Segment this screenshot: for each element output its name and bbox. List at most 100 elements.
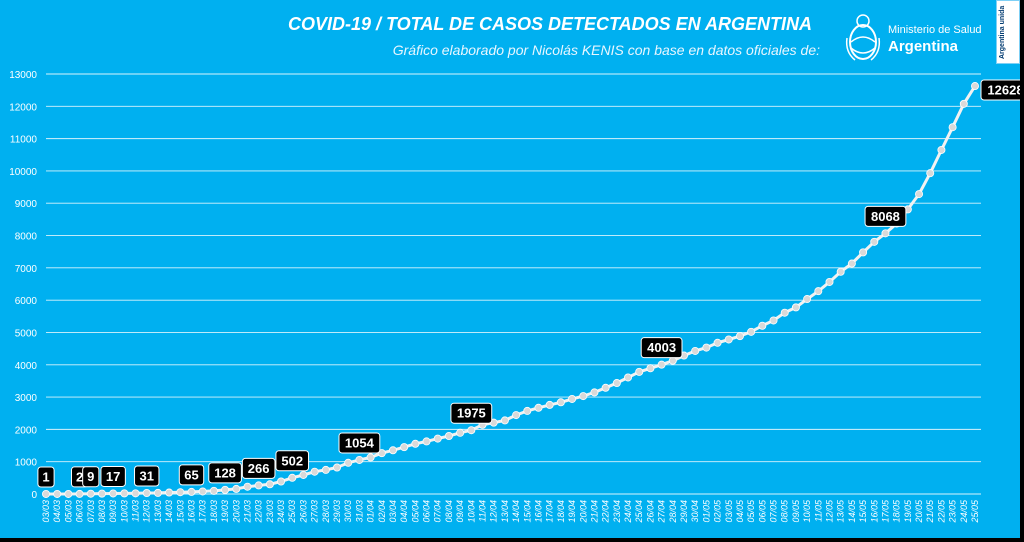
x-tick-label: 23/04 — [612, 500, 622, 524]
data-point — [277, 477, 286, 486]
data-point — [847, 259, 856, 268]
data-point — [86, 489, 95, 498]
y-tick-label: 1000 — [15, 458, 38, 469]
data-point — [758, 321, 767, 330]
x-tick-label: 04/04 — [399, 500, 409, 523]
data-point — [500, 416, 509, 425]
data-point — [791, 303, 800, 312]
data-point — [948, 123, 957, 132]
x-tick-label: 11/03 — [131, 500, 141, 522]
data-label-box — [241, 457, 276, 479]
data-point — [926, 169, 935, 178]
x-tick-label: 08/05 — [780, 499, 790, 523]
x-tick-label: 03/04 — [388, 500, 398, 523]
x-tick-label: 30/04 — [690, 500, 700, 523]
x-tick-label: 24/04 — [623, 500, 633, 524]
data-point — [187, 487, 196, 496]
y-tick-label: 6000 — [15, 296, 38, 307]
x-tick-label: 25/03 — [287, 500, 297, 524]
data-point — [590, 388, 599, 397]
data-label: 12628 — [987, 83, 1020, 98]
data-point — [747, 327, 756, 336]
data-point — [556, 398, 565, 407]
y-tick-label: 13000 — [9, 70, 37, 81]
x-tick-label: 16/04 — [533, 500, 543, 523]
data-point — [344, 458, 353, 467]
x-tick-label: 20/03 — [231, 500, 241, 524]
x-tick-label: 19/03 — [220, 500, 230, 523]
y-tick-label: 5000 — [15, 328, 38, 339]
x-tick-label: 28/04 — [668, 500, 678, 524]
x-tick-label: 25/04 — [634, 500, 644, 524]
data-label-box — [134, 465, 160, 487]
x-tick-label: 14/03 — [164, 500, 174, 523]
data-point — [411, 439, 420, 448]
data-point — [523, 406, 532, 415]
x-tick-label: 28/03 — [321, 500, 331, 524]
data-point — [131, 489, 140, 498]
data-point — [433, 434, 442, 443]
x-tick-label: 11/04 — [478, 500, 488, 522]
data-label: 1054 — [345, 435, 375, 450]
data-point — [769, 316, 778, 325]
data-label-box — [980, 79, 1020, 101]
x-tick-label: 21/03 — [242, 500, 252, 524]
x-tick-label: 14/05 — [847, 499, 857, 523]
x-tick-label: 21/05 — [925, 499, 935, 524]
x-tick-label: 08/03 — [97, 500, 107, 523]
x-tick-label: 13/05 — [836, 499, 846, 523]
x-tick-label: 08/04 — [444, 500, 454, 523]
x-tick-label: 06/05 — [757, 499, 767, 523]
data-point — [299, 470, 308, 479]
data-point — [691, 346, 700, 355]
x-tick-label: 16/05 — [869, 499, 879, 523]
data-point — [971, 82, 980, 91]
data-label-box — [208, 462, 242, 484]
data-point — [97, 489, 106, 498]
data-point — [254, 481, 263, 490]
x-tick-label: 15/05 — [858, 499, 868, 523]
data-point — [64, 489, 73, 498]
x-tick-label: 05/04 — [410, 500, 420, 523]
x-tick-label: 17/04 — [545, 500, 555, 523]
x-tick-label: 27/03 — [310, 500, 320, 524]
data-label: 65 — [184, 467, 198, 482]
data-point — [803, 295, 812, 304]
data-point — [915, 190, 924, 199]
x-tick-label: 26/03 — [298, 500, 308, 524]
data-point — [310, 467, 319, 476]
data-point — [400, 443, 409, 452]
x-tick-label: 31/03 — [354, 500, 364, 523]
x-tick-label: 22/03 — [254, 500, 264, 524]
data-point — [53, 489, 62, 498]
x-tick-label: 05/03 — [63, 500, 73, 523]
data-point — [512, 411, 521, 420]
data-point — [702, 343, 711, 352]
data-point — [612, 379, 621, 388]
x-tick-label: 04/03 — [52, 500, 62, 523]
x-tick-label: 07/03 — [86, 500, 96, 523]
y-tick-label: 4000 — [15, 361, 38, 372]
national-seal-icon — [845, 14, 881, 61]
data-label: 4003 — [647, 340, 676, 355]
x-tick-label: 23/03 — [265, 500, 275, 524]
data-point — [153, 488, 162, 497]
x-tick-label: 06/04 — [422, 500, 432, 523]
data-point — [959, 99, 968, 108]
data-label-box — [82, 466, 100, 488]
x-tick-label: 24/05 — [959, 499, 969, 524]
data-point — [422, 437, 431, 446]
x-tick-label: 05/05 — [746, 499, 756, 523]
x-tick-label: 11/05 — [813, 499, 823, 522]
data-point — [243, 482, 252, 491]
x-tick-label: 10/04 — [466, 500, 476, 523]
x-tick-label: 02/04 — [377, 500, 387, 523]
data-label: 1 — [42, 469, 49, 484]
x-tick-label: 17/03 — [198, 500, 208, 523]
y-tick-label: 9000 — [15, 199, 38, 210]
data-label: 8068 — [871, 209, 900, 224]
x-tick-label: 16/03 — [187, 500, 197, 523]
x-tick-label: 03/05 — [724, 499, 734, 523]
